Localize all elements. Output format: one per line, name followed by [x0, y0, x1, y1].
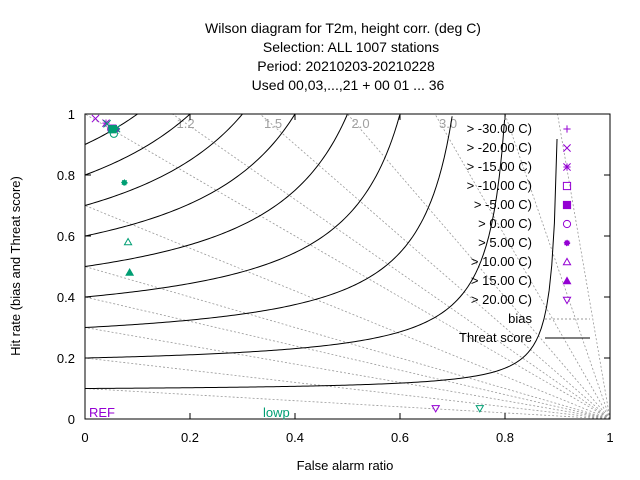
y-tick-label: 0.8 — [57, 168, 75, 183]
legend-entry-label: > -30.00 C) — [467, 121, 532, 136]
y-tick-label: 0.4 — [57, 290, 75, 305]
x-tick-label: 0.8 — [496, 430, 514, 445]
legend-marker — [562, 181, 572, 191]
x-tick-label: 0.2 — [181, 430, 199, 445]
bias-line — [84, 388, 611, 420]
data-point — [125, 267, 135, 276]
legend-entry-label: > 15.00 C) — [471, 273, 532, 288]
data-point — [112, 124, 121, 133]
x-axis-label: False alarm ratio — [297, 458, 394, 473]
legend-entry-label: > 5.00 C) — [478, 235, 532, 250]
x-tick-label: 0.6 — [391, 430, 409, 445]
title-line-3: Period: 20210203-20210228 — [257, 58, 435, 74]
title-line-2: Selection: ALL 1007 stations — [263, 39, 439, 55]
bias-line — [434, 113, 611, 420]
threat-score-curve — [84, 119, 506, 359]
threat-score-curve — [84, 138, 558, 389]
legend-marker — [562, 296, 572, 305]
y-tick-label: 0.6 — [57, 229, 75, 244]
y-tick-label: 0.2 — [57, 351, 75, 366]
data-point — [123, 237, 133, 246]
title-line-1: Wilson diagram for T2m, height corr. (de… — [205, 20, 481, 36]
title-line-4: Used 00,03,...,21 + 00 01 ... 36 — [252, 77, 445, 93]
bias-line — [259, 113, 611, 420]
legend-bias-label: bias — [508, 311, 532, 326]
data-point — [475, 405, 485, 413]
data-points — [91, 114, 485, 413]
threat-score-curve — [84, 115, 401, 298]
data-point — [431, 405, 441, 413]
x-axis-ticks: 0 0.2 0.4 0.6 0.8 1 — [81, 114, 614, 445]
bias-value-label: 3.0 — [439, 116, 457, 131]
plot-frame — [84, 113, 611, 420]
legend-marker — [563, 239, 571, 247]
y-axis-ticks: 0 0.2 0.4 0.6 0.8 1 — [57, 107, 610, 427]
y-axis-label: Hit rate (bias and Threat score) — [8, 176, 23, 356]
data-point — [121, 179, 128, 186]
x-tick-label: 0.4 — [286, 430, 304, 445]
bias-labels: 1.2 1.5 2.0 3.0 — [177, 116, 458, 131]
legend-entry-label: > -20.00 C) — [467, 140, 532, 155]
threat-score-curve — [84, 114, 296, 237]
bias-line — [172, 113, 611, 420]
series-label-lowp: lowp — [263, 405, 290, 420]
legend-entry-label: > 10.00 C) — [471, 254, 532, 269]
legend-marker — [562, 257, 572, 266]
data-point — [109, 129, 118, 138]
data-point — [91, 114, 100, 123]
threat-score-curve — [84, 113, 243, 206]
y-tick-label: 0 — [68, 412, 75, 427]
bias-line — [84, 357, 611, 420]
legend-marker — [563, 144, 571, 152]
legend-entry-label: > -10.00 C) — [467, 178, 532, 193]
legend: > -30.00 C) > -20.00 C) > -15.00 C) > -10.0… — [459, 121, 590, 345]
legend-marker — [562, 200, 572, 210]
series-label-ref: REF — [89, 405, 115, 420]
legend-marker — [562, 276, 572, 285]
legend-entry-label: > -15.00 C) — [467, 159, 532, 174]
legend-marker — [563, 125, 571, 133]
bias-line — [84, 113, 611, 420]
y-tick-label: 1 — [68, 107, 75, 122]
bias-line — [84, 296, 611, 420]
bias-line — [84, 205, 611, 420]
legend-entry-label: > -5.00 C) — [474, 197, 532, 212]
legend-marker — [562, 219, 572, 229]
bias-value-label: 2.0 — [352, 116, 370, 131]
threat-score-curve — [84, 114, 348, 267]
threat-score-curve — [84, 116, 453, 328]
bias-value-label: 1.5 — [264, 116, 282, 131]
bias-line — [504, 113, 611, 420]
bias-line — [557, 113, 611, 420]
threat-score-curve — [84, 113, 191, 176]
x-tick-label: 1 — [606, 430, 613, 445]
bias-line — [84, 327, 611, 420]
legend-marker — [563, 163, 571, 171]
legend-entry-label: > 20.00 C) — [471, 292, 532, 307]
legend-threat-label: Threat score — [459, 330, 532, 345]
x-tick-label: 0 — [81, 430, 88, 445]
legend-entry-label: > 0.00 C) — [478, 216, 532, 231]
chart-title: Wilson diagram for T2m, height corr. (de… — [205, 20, 481, 93]
